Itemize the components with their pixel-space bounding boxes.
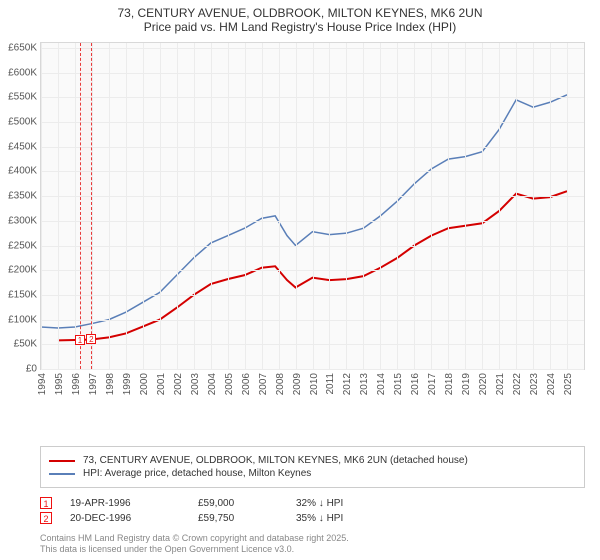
ytick-label: £600K (1, 67, 37, 78)
gridline-v (414, 43, 415, 369)
sale-price: £59,750 (198, 513, 278, 524)
ytick-label: £150K (1, 289, 37, 300)
ytick-label: £500K (1, 117, 37, 128)
ytick-label: £0 (1, 364, 37, 375)
sale-rel-hpi: 32% ↓ HPI (296, 498, 343, 509)
gridline-v (262, 43, 263, 369)
gridline-v (228, 43, 229, 369)
sale-idx: 1 (40, 497, 52, 509)
gridline-v (329, 43, 330, 369)
sale-price: £59,000 (198, 498, 278, 509)
gridline-v (279, 43, 280, 369)
legend-swatch (49, 473, 75, 475)
gridline-v (499, 43, 500, 369)
attribution: Contains HM Land Registry data © Crown c… (40, 533, 349, 556)
gridline-v (465, 43, 466, 369)
gridline-v (296, 43, 297, 369)
ytick-label: £450K (1, 141, 37, 152)
ytick-label: £350K (1, 191, 37, 202)
sales-table: 1 19-APR-1996 £59,000 32% ↓ HPI 2 20-DEC-1996… (40, 494, 585, 527)
gridline-v (211, 43, 212, 369)
gridline-v (533, 43, 534, 369)
sale-rel-hpi: 35% ↓ HPI (296, 513, 343, 524)
gridline-v (194, 43, 195, 369)
gridline-v (346, 43, 347, 369)
gridline-v (516, 43, 517, 369)
ytick-label: £550K (1, 92, 37, 103)
series-hpi (41, 95, 567, 328)
sale-marker: 1 (75, 335, 85, 345)
ytick-label: £200K (1, 265, 37, 276)
ytick-label: £50K (1, 339, 37, 350)
legend-label: 73, CENTURY AVENUE, OLDBROOK, MILTON KEY… (83, 455, 468, 466)
gridline-v (313, 43, 314, 369)
sale-date: 20-DEC-1996 (70, 513, 180, 524)
legend: 73, CENTURY AVENUE, OLDBROOK, MILTON KEY… (40, 446, 585, 488)
gridline-v (92, 43, 93, 369)
ytick-label: £300K (1, 215, 37, 226)
gridline-v (41, 43, 42, 369)
title-address: 73, CENTURY AVENUE, OLDBROOK, MILTON KEY… (0, 6, 600, 20)
chart-title: 73, CENTURY AVENUE, OLDBROOK, MILTON KEY… (0, 0, 600, 38)
sale-idx: 2 (40, 512, 52, 524)
gridline-v (567, 43, 568, 369)
gridline-v (397, 43, 398, 369)
gridline-v (177, 43, 178, 369)
gridline-v (448, 43, 449, 369)
chart-container: £0£50K£100K£150K£200K£250K£300K£350K£400… (40, 42, 585, 402)
plot-area: £0£50K£100K£150K£200K£250K£300K£350K£400… (40, 42, 585, 370)
gridline-v (126, 43, 127, 369)
gridline-v (550, 43, 551, 369)
attribution-line1: Contains HM Land Registry data © Crown c… (40, 533, 349, 545)
ytick-label: £100K (1, 314, 37, 325)
gridline-v (160, 43, 161, 369)
gridline-v (245, 43, 246, 369)
gridline-v (431, 43, 432, 369)
legend-item: HPI: Average price, detached house, Milt… (49, 468, 576, 479)
attribution-line2: This data is licensed under the Open Gov… (40, 544, 349, 556)
gridline-v (58, 43, 59, 369)
gridline-v (380, 43, 381, 369)
gridline-v (143, 43, 144, 369)
ytick-label: £250K (1, 240, 37, 251)
legend-label: HPI: Average price, detached house, Milt… (83, 468, 311, 479)
sale-date: 19-APR-1996 (70, 498, 180, 509)
ytick-label: £400K (1, 166, 37, 177)
ytick-label: £650K (1, 42, 37, 53)
gridline-v (482, 43, 483, 369)
gridline-v (75, 43, 76, 369)
gridline-v (363, 43, 364, 369)
gridline-h (41, 369, 584, 370)
sale-band (80, 43, 92, 369)
sale-row: 1 19-APR-1996 £59,000 32% ↓ HPI (40, 497, 585, 509)
legend-swatch (49, 460, 75, 462)
title-subtitle: Price paid vs. HM Land Registry's House … (0, 20, 600, 34)
legend-item: 73, CENTURY AVENUE, OLDBROOK, MILTON KEY… (49, 455, 576, 466)
gridline-v (109, 43, 110, 369)
sale-marker: 2 (86, 334, 96, 344)
sale-row: 2 20-DEC-1996 £59,750 35% ↓ HPI (40, 512, 585, 524)
